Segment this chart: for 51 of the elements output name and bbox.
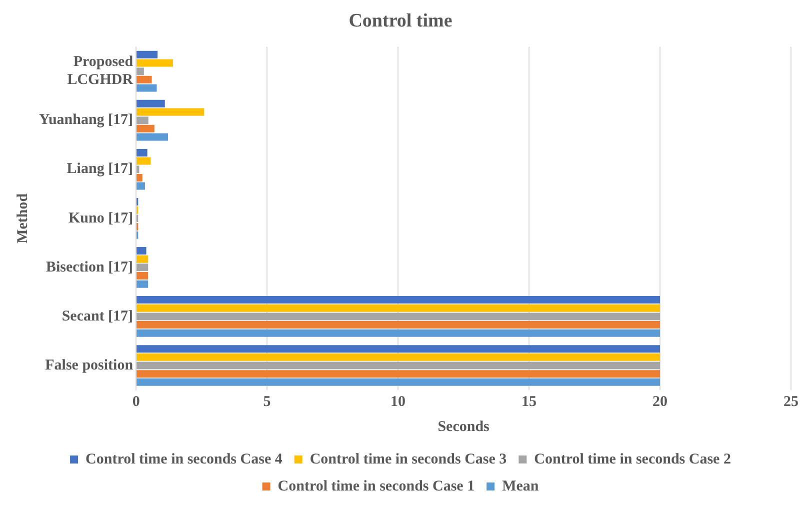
- bar: [136, 247, 146, 255]
- x-tick-label: 5: [263, 394, 271, 410]
- x-tick-label: 10: [390, 394, 406, 410]
- bar: [136, 255, 148, 263]
- bar: [136, 133, 168, 141]
- y-tick-label: Yuanhang [17]: [38, 112, 134, 128]
- bar: [136, 296, 660, 304]
- x-tick-label: 20: [652, 394, 668, 410]
- y-tick-label: Secant [17]: [62, 308, 134, 324]
- bar: [136, 329, 660, 337]
- x-tick-label: 15: [522, 394, 537, 410]
- bar: [136, 116, 148, 124]
- legend-label: Control time in seconds Case 4: [86, 451, 283, 468]
- bar: [136, 157, 151, 165]
- bar: [136, 166, 140, 174]
- legend-label: Control time in seconds Case 2: [534, 451, 731, 468]
- bar: [136, 50, 158, 58]
- bar: [136, 124, 154, 132]
- bar: [136, 108, 204, 116]
- bar: [136, 59, 174, 67]
- bar: [136, 182, 145, 190]
- bar: [136, 312, 660, 320]
- bar: [136, 68, 144, 76]
- bar: [136, 280, 148, 288]
- y-tick-label: Bisection [17]: [46, 259, 134, 276]
- legend-label: Mean: [502, 478, 540, 494]
- legend-label: Control time in seconds Case 1: [278, 478, 475, 494]
- legend-label: Control time in seconds Case 3: [310, 451, 507, 468]
- x-axis-title: Seconds: [438, 418, 490, 435]
- y-tick-label: Liang [17]: [66, 161, 134, 178]
- bar: [136, 304, 660, 312]
- bar: [136, 174, 142, 182]
- x-tick-label: 25: [784, 394, 798, 410]
- y-tick-label: Kuno [17]: [68, 210, 134, 226]
- bar: [136, 378, 660, 386]
- bar: [136, 84, 157, 92]
- bar: [136, 148, 148, 156]
- y-tick-label: False position: [45, 357, 134, 374]
- bar: [136, 100, 165, 108]
- bar: [136, 272, 148, 280]
- y-tick-label: Proposed LCGHDR: [67, 54, 134, 88]
- bar: [136, 264, 148, 272]
- bar: [136, 362, 660, 370]
- chart-title: Control time: [348, 10, 452, 32]
- bar: [136, 76, 152, 84]
- bar: [136, 321, 660, 329]
- bar: [136, 370, 660, 378]
- x-tick-label: 0: [132, 394, 140, 410]
- y-axis-title: Method: [14, 192, 31, 244]
- bar: [136, 353, 660, 361]
- bar: [136, 345, 660, 353]
